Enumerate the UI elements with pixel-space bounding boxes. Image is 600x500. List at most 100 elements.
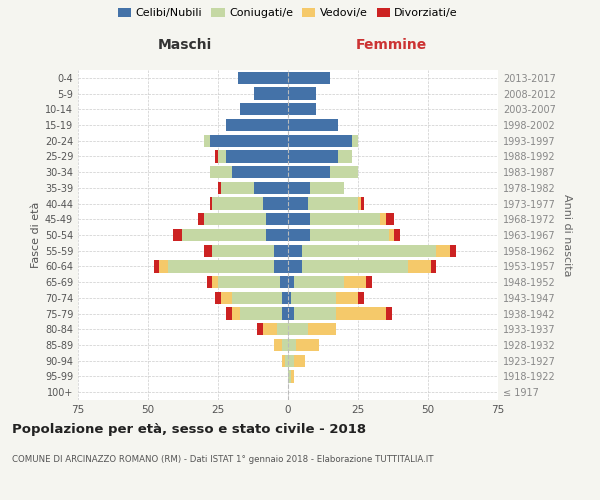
Bar	[232, 292, 283, 304]
Bar	[277, 323, 288, 336]
Bar	[330, 166, 358, 178]
Y-axis label: Anni di nascita: Anni di nascita	[562, 194, 572, 276]
Bar	[232, 308, 241, 320]
Bar	[335, 308, 386, 320]
Bar	[302, 260, 409, 272]
Bar	[293, 276, 344, 288]
Bar	[285, 354, 288, 367]
Text: Femmine: Femmine	[356, 38, 427, 52]
Bar	[386, 213, 394, 226]
Bar	[266, 213, 288, 226]
Text: Maschi: Maschi	[157, 38, 212, 52]
Bar	[218, 150, 226, 162]
Bar	[288, 276, 293, 288]
Legend: Celibi/Nubili, Coniugati/e, Vedovi/e, Divorziati/e: Celibi/Nubili, Coniugati/e, Vedovi/e, Di…	[116, 6, 460, 20]
Bar	[283, 308, 288, 320]
Bar	[204, 213, 266, 226]
Bar	[263, 198, 288, 209]
Bar	[288, 354, 293, 367]
Bar	[352, 134, 358, 147]
Bar	[288, 229, 310, 241]
Bar	[226, 308, 232, 320]
Bar	[288, 244, 302, 257]
Bar	[302, 244, 436, 257]
Bar	[451, 244, 456, 257]
Bar	[159, 260, 167, 272]
Bar	[167, 260, 274, 272]
Bar	[288, 323, 308, 336]
Bar	[380, 213, 386, 226]
Bar	[291, 370, 293, 382]
Text: COMUNE DI ARCINAZZO ROMANO (RM) - Dati ISTAT 1° gennaio 2018 - Elaborazione TUTT: COMUNE DI ARCINAZZO ROMANO (RM) - Dati I…	[12, 455, 433, 464]
Bar	[182, 229, 266, 241]
Bar	[338, 150, 352, 162]
Bar	[283, 292, 288, 304]
Bar	[310, 229, 389, 241]
Bar	[212, 276, 218, 288]
Bar	[344, 276, 367, 288]
Bar	[288, 150, 338, 162]
Bar	[431, 260, 436, 272]
Bar	[288, 119, 338, 131]
Bar	[215, 150, 218, 162]
Bar	[335, 292, 358, 304]
Bar	[288, 198, 308, 209]
Bar	[266, 229, 288, 241]
Bar	[293, 354, 305, 367]
Bar	[386, 308, 392, 320]
Bar	[296, 339, 319, 351]
Bar	[209, 134, 288, 147]
Bar	[199, 213, 204, 226]
Bar	[280, 276, 288, 288]
Bar	[409, 260, 431, 272]
Bar	[288, 260, 302, 272]
Bar	[226, 150, 288, 162]
Bar	[207, 276, 212, 288]
Bar	[389, 229, 394, 241]
Bar	[212, 198, 263, 209]
Bar	[367, 276, 372, 288]
Text: Popolazione per età, sesso e stato civile - 2018: Popolazione per età, sesso e stato civil…	[12, 422, 366, 436]
Bar	[288, 292, 291, 304]
Bar	[254, 88, 288, 100]
Y-axis label: Fasce di età: Fasce di età	[31, 202, 41, 268]
Bar	[288, 88, 316, 100]
Bar	[241, 308, 283, 320]
Bar	[288, 103, 316, 116]
Bar	[288, 166, 330, 178]
Bar	[283, 354, 285, 367]
Bar	[288, 308, 293, 320]
Bar	[283, 339, 288, 351]
Bar	[254, 182, 288, 194]
Bar	[226, 119, 288, 131]
Bar	[310, 213, 380, 226]
Bar	[288, 370, 291, 382]
Bar	[263, 323, 277, 336]
Bar	[209, 166, 232, 178]
Bar	[209, 198, 212, 209]
Bar	[308, 323, 335, 336]
Bar	[204, 134, 209, 147]
Bar	[361, 198, 364, 209]
Bar	[232, 166, 288, 178]
Bar	[308, 198, 358, 209]
Bar	[394, 229, 400, 241]
Bar	[154, 260, 159, 272]
Bar	[436, 244, 451, 257]
Bar	[204, 244, 212, 257]
Bar	[358, 292, 364, 304]
Bar	[274, 260, 288, 272]
Bar	[274, 244, 288, 257]
Bar	[288, 339, 296, 351]
Bar	[293, 308, 335, 320]
Bar	[221, 292, 232, 304]
Bar	[238, 72, 288, 84]
Bar	[221, 182, 254, 194]
Bar	[310, 182, 344, 194]
Bar	[288, 72, 330, 84]
Bar	[288, 134, 352, 147]
Bar	[257, 323, 263, 336]
Bar	[291, 292, 335, 304]
Bar	[288, 213, 310, 226]
Bar	[274, 339, 283, 351]
